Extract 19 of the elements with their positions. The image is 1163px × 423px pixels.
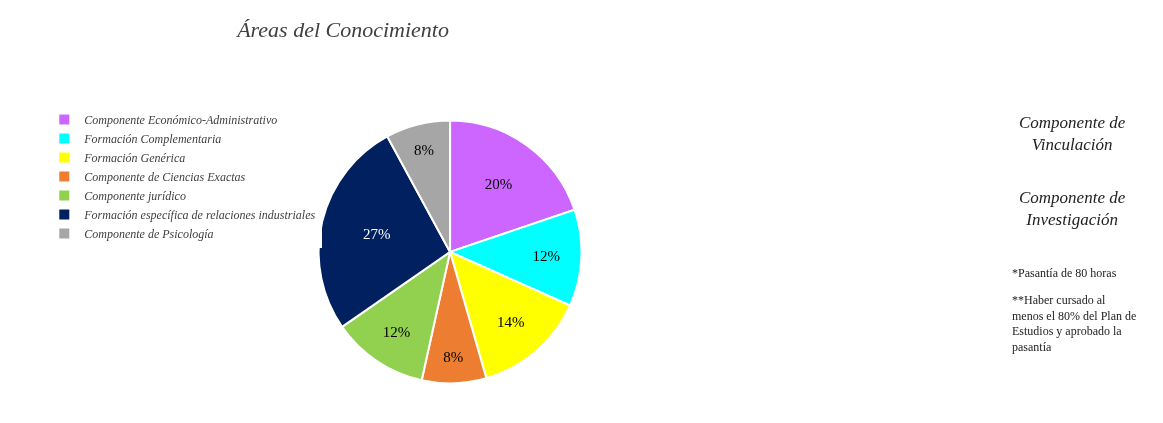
text: Componente de Investigación: [1019, 188, 1126, 230]
data-label: 12%: [532, 248, 561, 265]
data-label: 14%: [496, 313, 525, 330]
text: Componente de Vinculación: [1019, 113, 1126, 155]
data-label: 20%: [484, 176, 513, 193]
legend-label: Componente Económico-Administrativo: [84, 113, 278, 128]
legend-label: Formación Genérica: [83, 151, 186, 166]
data-label: 8%: [414, 141, 435, 158]
chart-title: Áreas del Conocimiento: [235, 16, 449, 42]
data-label: 27%: [363, 226, 391, 243]
data-label: 8%: [443, 349, 464, 366]
legend-label: Componente de Ciencias Exactas: [84, 170, 246, 185]
text: *Pasantía de 80 horas: [1012, 266, 1117, 280]
text: **Haber cursado al menos el 80% del Plan de Estudios y aprobado la pasantía: [1012, 293, 1137, 354]
legend-label: Componente de Psicología: [84, 227, 214, 242]
legend-label: Componente jurídico: [84, 189, 186, 204]
legend-label: Formación Complementaria: [83, 132, 222, 147]
legend-label: Formación específica de relaciones industriales: [83, 208, 316, 223]
data-label: 12%: [382, 323, 411, 340]
